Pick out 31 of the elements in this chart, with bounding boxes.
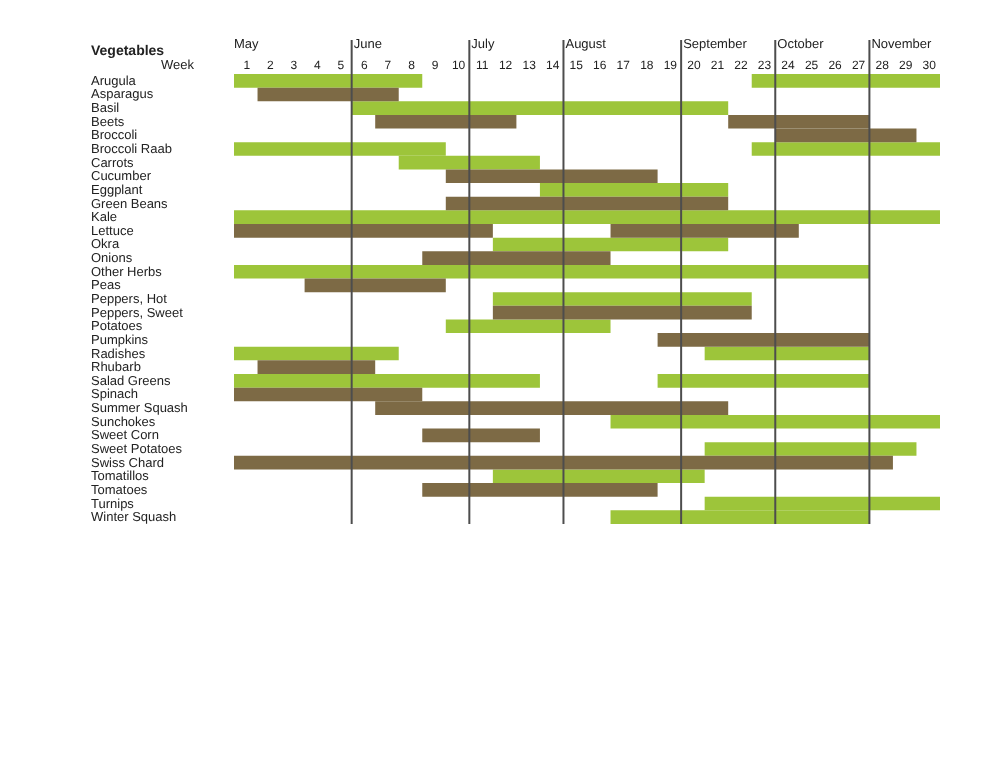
bar — [422, 428, 540, 443]
bar — [751, 142, 940, 156]
bar — [492, 292, 752, 306]
bar — [445, 196, 729, 211]
bar — [704, 442, 917, 456]
bar — [234, 374, 540, 388]
bar — [492, 237, 729, 252]
bar — [751, 74, 940, 88]
bar — [422, 483, 658, 497]
bar — [445, 169, 658, 184]
bar — [234, 346, 399, 361]
bar — [234, 210, 940, 224]
bar — [422, 251, 611, 265]
bar — [257, 360, 376, 374]
bar — [445, 319, 611, 334]
bar — [610, 414, 940, 429]
bar — [657, 374, 870, 388]
bar — [610, 224, 799, 238]
bar — [234, 264, 870, 279]
bar — [375, 114, 517, 129]
bar — [492, 469, 705, 484]
bar — [492, 305, 752, 320]
bar — [539, 183, 729, 197]
bar — [704, 346, 870, 361]
bar — [234, 74, 423, 88]
bar — [234, 224, 493, 238]
bar — [234, 455, 893, 470]
bar — [257, 87, 399, 102]
bar — [304, 278, 446, 293]
bar — [657, 333, 870, 347]
bar — [351, 101, 729, 115]
